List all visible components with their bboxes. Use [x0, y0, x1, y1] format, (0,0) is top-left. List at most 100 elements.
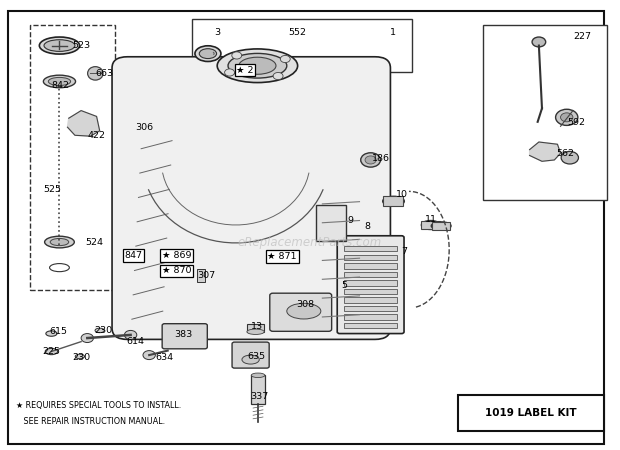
Ellipse shape: [44, 40, 75, 51]
Text: 7: 7: [401, 248, 407, 256]
Text: ★ 869: ★ 869: [162, 251, 191, 260]
Circle shape: [560, 113, 573, 122]
Text: 13: 13: [251, 322, 264, 331]
Text: 186: 186: [371, 154, 389, 163]
Ellipse shape: [251, 373, 265, 378]
Bar: [344, 255, 397, 260]
Circle shape: [365, 156, 376, 164]
Circle shape: [361, 153, 381, 167]
Ellipse shape: [45, 236, 74, 248]
Bar: [251, 375, 265, 405]
Text: 306: 306: [135, 123, 153, 132]
Bar: [458, 396, 604, 432]
Text: 230: 230: [73, 353, 91, 362]
Bar: [344, 280, 397, 286]
Bar: [344, 314, 397, 319]
Text: 634: 634: [156, 353, 174, 362]
Circle shape: [81, 333, 94, 342]
Bar: [30, 25, 115, 290]
Text: 308: 308: [296, 300, 315, 309]
Circle shape: [224, 69, 234, 76]
Bar: [483, 25, 607, 200]
Ellipse shape: [383, 196, 404, 206]
Ellipse shape: [247, 329, 264, 334]
Circle shape: [280, 55, 290, 63]
FancyBboxPatch shape: [162, 324, 207, 349]
Text: 525: 525: [43, 184, 61, 194]
Polygon shape: [529, 142, 560, 161]
Text: 383: 383: [174, 330, 192, 339]
Bar: [197, 269, 205, 283]
Text: 663: 663: [95, 69, 113, 78]
Ellipse shape: [45, 348, 58, 355]
Ellipse shape: [87, 67, 103, 80]
Polygon shape: [68, 111, 100, 136]
Ellipse shape: [217, 49, 298, 82]
FancyBboxPatch shape: [232, 342, 269, 368]
Ellipse shape: [195, 46, 221, 62]
Circle shape: [561, 152, 578, 164]
Ellipse shape: [48, 77, 71, 86]
Text: 842: 842: [51, 81, 69, 90]
Ellipse shape: [43, 75, 76, 88]
Text: 8: 8: [364, 222, 370, 231]
FancyBboxPatch shape: [112, 57, 391, 339]
Text: 5: 5: [341, 281, 347, 290]
Ellipse shape: [242, 355, 259, 364]
Bar: [316, 205, 346, 241]
Circle shape: [556, 109, 578, 126]
Circle shape: [232, 52, 242, 59]
Bar: [192, 18, 412, 72]
Bar: [383, 196, 404, 206]
Text: 1: 1: [390, 28, 396, 37]
Bar: [432, 222, 450, 230]
Text: 592: 592: [567, 118, 585, 127]
Text: ★ REQUIRES SPECIAL TOOLS TO INSTALL.: ★ REQUIRES SPECIAL TOOLS TO INSTALL.: [16, 401, 182, 410]
Bar: [344, 323, 397, 328]
Circle shape: [532, 37, 546, 47]
Bar: [344, 263, 397, 269]
Text: 11: 11: [425, 215, 437, 224]
FancyBboxPatch shape: [337, 236, 404, 333]
Ellipse shape: [422, 220, 440, 230]
Text: 552: 552: [289, 28, 307, 37]
Text: 3: 3: [214, 28, 220, 37]
Ellipse shape: [46, 331, 57, 336]
Bar: [344, 297, 397, 302]
Text: 524: 524: [85, 238, 103, 247]
Text: 227: 227: [573, 32, 591, 41]
Text: eReplacementParts.com: eReplacementParts.com: [238, 236, 382, 249]
Bar: [344, 272, 397, 277]
Text: 230: 230: [94, 326, 112, 335]
Bar: [247, 324, 264, 332]
Text: 523: 523: [72, 41, 90, 50]
FancyBboxPatch shape: [270, 293, 332, 331]
Text: SEE REPAIR INSTRUCTION MANUAL.: SEE REPAIR INSTRUCTION MANUAL.: [16, 417, 166, 426]
Text: ★ 870: ★ 870: [162, 266, 191, 275]
Circle shape: [273, 72, 283, 80]
Text: 635: 635: [248, 352, 266, 361]
Ellipse shape: [50, 238, 69, 246]
Ellipse shape: [199, 49, 216, 58]
Text: 614: 614: [126, 337, 144, 346]
Bar: [344, 306, 397, 311]
Text: 562: 562: [556, 148, 574, 157]
Text: 847: 847: [125, 251, 143, 260]
Text: 337: 337: [250, 392, 268, 401]
Text: 422: 422: [87, 131, 105, 140]
Ellipse shape: [95, 328, 104, 333]
Circle shape: [143, 351, 156, 360]
Ellipse shape: [75, 354, 84, 359]
Text: 615: 615: [49, 327, 67, 336]
Text: 225: 225: [42, 347, 60, 356]
Text: 1019 LABEL KIT: 1019 LABEL KIT: [485, 409, 577, 419]
Ellipse shape: [239, 57, 276, 74]
Bar: [344, 246, 397, 252]
Bar: [344, 289, 397, 294]
Ellipse shape: [432, 222, 451, 230]
Text: 9: 9: [348, 216, 354, 225]
Circle shape: [125, 330, 137, 339]
Text: 10: 10: [396, 190, 407, 199]
Ellipse shape: [287, 303, 321, 319]
Bar: [422, 220, 440, 230]
